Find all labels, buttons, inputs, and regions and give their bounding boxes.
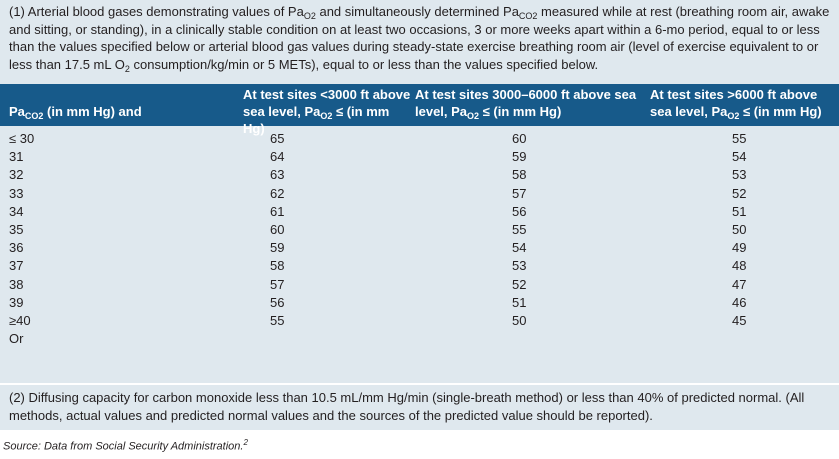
table-row: 34 61 56 51	[0, 204, 839, 222]
cell-low: 57	[270, 276, 285, 292]
header-below-3000-sub: O2	[320, 111, 333, 121]
note1-part4: consumption/kg/min or 5 METs), equal to …	[129, 56, 599, 72]
note1-part2: and simultaneously determined Pa	[315, 4, 519, 19]
cell-paco2: ≤ 30	[9, 131, 35, 146]
source-text: Source: Data from Social Security Admini…	[3, 440, 244, 453]
cell-paco2: 37	[9, 258, 24, 274]
cell-low: 58	[270, 258, 285, 274]
note1-sub-2: 2	[124, 63, 130, 74]
cell-paco2: Or	[9, 331, 24, 347]
source-note: Source: Data from Social Security Admini…	[3, 438, 248, 453]
cell-low: 60	[270, 221, 285, 237]
table-row: 32 63 58 53	[0, 167, 839, 185]
header-paco2-pre: Pa	[9, 104, 25, 119]
cell-high: 52	[732, 185, 747, 201]
cell-paco2: 33	[9, 185, 24, 201]
table-body: ≤ 30 65 60 55 31 64 59 54 32 63 58 53 33 62 57 52 34…	[0, 131, 839, 349]
table-row: ≤ 30 65 60 55	[0, 131, 839, 149]
note-diffusing-capacity: (2) Diffusing capacity for carbon monoxi…	[9, 390, 805, 423]
criteria-table: (1) Arterial blood gases demonstrating v…	[0, 0, 839, 430]
table-row: 33 62 57 52	[0, 186, 839, 204]
cell-mid: 50	[512, 312, 527, 328]
table-row: 38 57 52 47	[0, 277, 839, 295]
table-row: 31 64 59 54	[0, 149, 839, 167]
section-divider	[0, 383, 839, 385]
table-row: 35 60 55 50	[0, 222, 839, 240]
table-row: 36 59 54 49	[0, 240, 839, 258]
cell-paco2: ≥40	[9, 312, 31, 328]
table-row: ≥40 55 50 45	[0, 313, 839, 331]
cell-low: 63	[270, 167, 285, 183]
cell-mid: 53	[512, 258, 527, 274]
cell-paco2: 31	[9, 149, 24, 165]
note1-sub-co2: CO2	[518, 11, 538, 21]
cell-mid: 55	[512, 221, 527, 237]
table-row: 39 56 51 46	[0, 295, 839, 313]
header-above-6000-sub: O2	[727, 111, 740, 121]
cell-paco2: 38	[9, 276, 24, 292]
header-below-3000-post: ≤ (in mm Hg)	[243, 104, 390, 136]
cell-low: 55	[270, 312, 285, 328]
cell-mid: 51	[512, 294, 527, 310]
header-above-6000-post: ≤ (in mm Hg)	[739, 104, 822, 119]
cell-high: 50	[732, 221, 747, 237]
header-paco2: PaCO2 (in mm Hg) and	[9, 103, 142, 121]
header-paco2-post: (in mm Hg) and	[43, 104, 142, 119]
header-above-6000-text: At test sites >6000 ft above sea level, …	[650, 87, 818, 119]
cell-mid: 59	[512, 149, 527, 165]
cell-paco2: 39	[9, 294, 24, 310]
note1-part3: measured while at rest (breathing room a…	[9, 4, 830, 72]
cell-paco2: 32	[9, 167, 24, 183]
cell-low: 61	[270, 203, 285, 219]
note1-sub-o2: O2	[303, 11, 316, 21]
header-3000-6000-sub: O2	[467, 111, 480, 121]
cell-high: 54	[732, 149, 747, 165]
header-3000-6000-post: ≤ (in mm Hg)	[479, 104, 562, 119]
table-row: 37 58 53 48	[0, 258, 839, 276]
cell-mid: 52	[512, 276, 527, 292]
cell-high: 55	[732, 131, 747, 146]
cell-mid: 57	[512, 185, 527, 201]
cell-high: 46	[732, 294, 747, 310]
cell-mid: 56	[512, 203, 527, 219]
cell-paco2: 36	[9, 240, 24, 256]
cell-high: 51	[732, 203, 747, 219]
cell-high: 48	[732, 258, 747, 274]
header-paco2-sub: CO2	[24, 111, 44, 121]
source-reference: 2	[243, 438, 248, 447]
cell-low: 59	[270, 240, 285, 256]
header-3000-6000-text: At test sites 3000–6000 ft above sea lev…	[415, 87, 637, 119]
note-arterial-blood-gases: (1) Arterial blood gases demonstrating v…	[9, 3, 831, 73]
cell-mid: 54	[512, 240, 527, 256]
header-above-6000: At test sites >6000 ft above sea level, …	[650, 86, 835, 121]
header-below-3000-text: At test sites <3000 ft above sea level, …	[243, 87, 411, 119]
cell-high: 45	[732, 312, 747, 328]
cell-mid: 60	[512, 131, 527, 146]
header-row	[0, 84, 839, 126]
cell-high: 53	[732, 167, 747, 183]
cell-paco2: 34	[9, 203, 24, 219]
note1-part1: (1) Arterial blood gases demonstrating v…	[9, 4, 304, 19]
cell-high: 49	[732, 240, 747, 256]
header-below-3000: At test sites <3000 ft above sea level, …	[243, 86, 413, 137]
cell-low: 65	[270, 131, 285, 146]
cell-paco2: 35	[9, 221, 24, 237]
cell-low: 56	[270, 294, 285, 310]
header-3000-6000: At test sites 3000–6000 ft above sea lev…	[415, 86, 645, 121]
table-row: Or	[0, 331, 839, 349]
cell-low: 64	[270, 149, 285, 165]
cell-high: 47	[732, 276, 747, 292]
cell-low: 62	[270, 185, 285, 201]
cell-mid: 58	[512, 167, 527, 183]
